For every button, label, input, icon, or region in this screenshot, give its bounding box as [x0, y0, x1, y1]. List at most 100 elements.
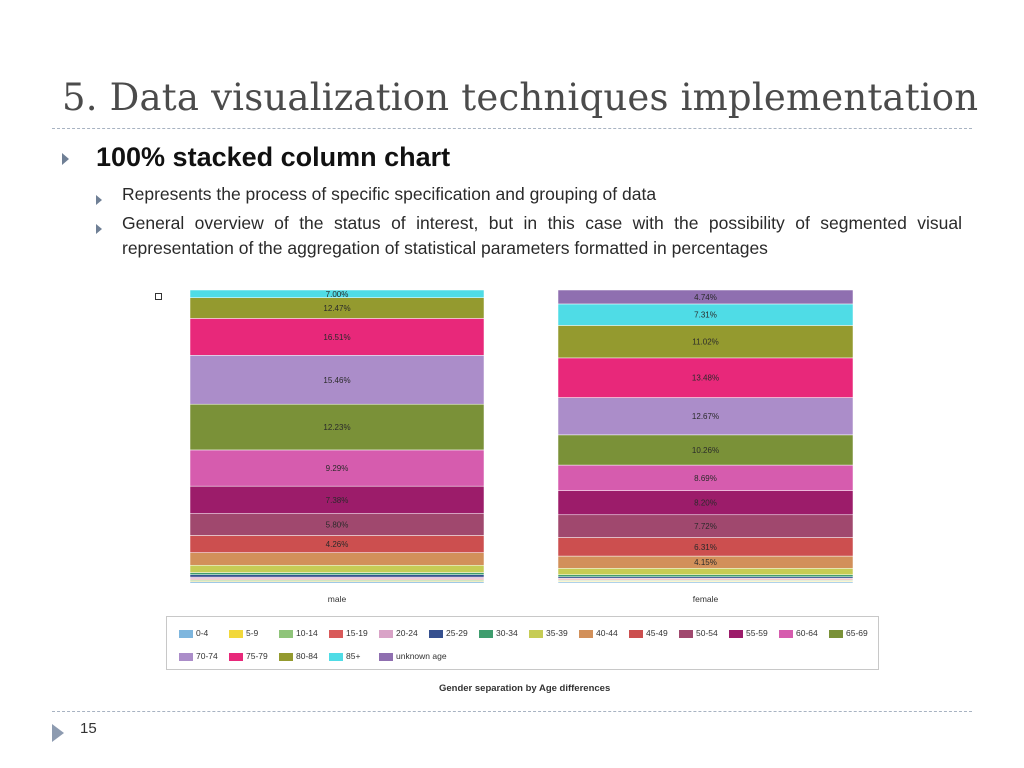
- legend-swatch: [479, 629, 493, 638]
- legend-label: 50-54: [696, 628, 718, 638]
- legend-item-40-44: 40-44: [579, 628, 618, 638]
- legend-swatch: [529, 629, 543, 638]
- bar-segment-male-40-44: [189, 552, 485, 566]
- chart-title: Gender separation by Age differences: [439, 683, 611, 694]
- legend-swatch: [579, 629, 593, 638]
- legend-label: 45-49: [646, 628, 668, 638]
- sub-bullet-triangle-icon: [96, 219, 102, 238]
- legend-swatch: [629, 629, 643, 638]
- legend-swatch: [229, 629, 243, 638]
- data-label-male: 4.26%: [326, 540, 349, 549]
- placeholder-checkbox: [155, 293, 162, 300]
- data-label-male: 15.46%: [323, 376, 350, 385]
- legend-item-35-39: 35-39: [529, 628, 568, 638]
- data-label-male: 7.00%: [326, 290, 349, 299]
- data-label-female: 4.15%: [694, 558, 717, 567]
- legend-swatch: [329, 629, 343, 638]
- legend-swatch: [679, 629, 693, 638]
- bar-segment-male-70-74: [189, 355, 485, 405]
- data-label-male: 16.51%: [323, 333, 350, 342]
- legend-label: 80-84: [296, 651, 318, 661]
- bar-segment-female-55-59: [557, 490, 854, 516]
- legend-label: 15-19: [346, 628, 368, 638]
- legend-item-70-74: 70-74: [179, 651, 218, 661]
- bar-segment-female-75-79: [557, 357, 854, 398]
- data-label-male: 9.29%: [326, 464, 349, 473]
- legend-item-5-9: 5-9: [229, 628, 258, 638]
- footer-divider: [52, 711, 972, 712]
- legend-item-25-29: 25-29: [429, 628, 468, 638]
- chart-legend: 0-4 5-9 10-14 15-19 20-24 25-29 30-34 35-39 40-4…: [166, 616, 879, 670]
- bar-segment-male-65-69: [189, 403, 485, 451]
- legend-item-unknown-age: unknown age: [379, 651, 447, 661]
- legend-label: 65-69: [846, 628, 868, 638]
- legend-swatch: [329, 652, 343, 661]
- data-label-female: 8.20%: [694, 499, 717, 508]
- legend-swatch: [379, 652, 393, 661]
- legend-label: 5-9: [246, 628, 259, 638]
- bar-segment-male-35-39: [189, 564, 485, 573]
- legend-item-0-4: 0-4: [179, 628, 208, 638]
- bar-segment-female-65-69: [557, 434, 854, 466]
- bar-segment-female-30-34: [557, 574, 854, 578]
- legend-label: 55-59: [746, 628, 768, 638]
- legend-swatch: [729, 629, 743, 638]
- legend-swatch: [179, 652, 193, 661]
- corner-triangle-icon: [52, 724, 64, 742]
- legend-item-55-59: 55-59: [729, 628, 768, 638]
- legend-label: 35-39: [546, 628, 568, 638]
- data-label-female: 4.74%: [694, 293, 717, 302]
- slide-title: 5. Data visualization techniques impleme…: [62, 76, 979, 119]
- legend-item-20-24: 20-24: [379, 628, 418, 638]
- bar-segment-male-25-29: [189, 574, 485, 578]
- legend-swatch: [429, 629, 443, 638]
- data-label-male: 7.38%: [326, 496, 349, 505]
- title-divider: [52, 128, 972, 129]
- legend-swatch: [229, 652, 243, 661]
- data-label-female: 7.31%: [694, 311, 717, 320]
- category-label-female: female: [693, 594, 719, 604]
- bar-segment-female-70-74: [557, 397, 854, 436]
- bar-segment-female-35-39: [557, 568, 854, 576]
- data-label-female: 12.67%: [692, 412, 719, 421]
- sub-bullet-1: Represents the process of specific speci…: [122, 184, 657, 204]
- sub-bullet-triangle-icon: [96, 190, 102, 209]
- bar-segment-male-55-59: [189, 485, 485, 514]
- legend-label: 30-34: [496, 628, 518, 638]
- data-label-female: 10.26%: [692, 446, 719, 455]
- legend-item-50-54: 50-54: [679, 628, 718, 638]
- legend-swatch: [179, 629, 193, 638]
- legend-swatch: [279, 652, 293, 661]
- legend-swatch: [779, 629, 793, 638]
- data-label-female: 11.02%: [692, 338, 719, 347]
- legend-label: 25-29: [446, 628, 468, 638]
- data-label-female: 8.69%: [694, 474, 717, 483]
- section-heading: 100% stacked column chart: [96, 142, 451, 172]
- legend-label: 0-4: [196, 628, 209, 638]
- legend-swatch: [829, 629, 843, 638]
- bar-segment-male-30-34: [189, 572, 485, 575]
- legend-label: unknown age: [396, 651, 447, 661]
- data-label-male: 12.23%: [323, 423, 350, 432]
- legend-item-10-14: 10-14: [279, 628, 318, 638]
- legend-item-75-79: 75-79: [229, 651, 268, 661]
- bar-segment-female-unknown-age: [557, 289, 854, 305]
- data-label-female: 13.48%: [692, 374, 719, 383]
- legend-item-60-64: 60-64: [779, 628, 818, 638]
- bar-segment-female-80-84: [557, 325, 854, 359]
- legend-swatch: [279, 629, 293, 638]
- bar-segment-male-60-64: [189, 449, 485, 487]
- legend-swatch: [379, 629, 393, 638]
- legend-item-65-69: 65-69: [829, 628, 868, 638]
- page-number: 15: [80, 720, 97, 737]
- data-label-male: 12.47%: [323, 304, 350, 313]
- legend-label: 60-64: [796, 628, 818, 638]
- legend-item-15-19: 15-19: [329, 628, 368, 638]
- sub-bullet-2: General overview of the status of intere…: [122, 213, 962, 258]
- legend-label: 70-74: [196, 651, 218, 661]
- data-label-male: 5.80%: [326, 521, 349, 530]
- data-label-female: 7.72%: [694, 522, 717, 531]
- legend-label: 85+: [346, 651, 361, 661]
- bar-segment-male-85-: [189, 289, 485, 298]
